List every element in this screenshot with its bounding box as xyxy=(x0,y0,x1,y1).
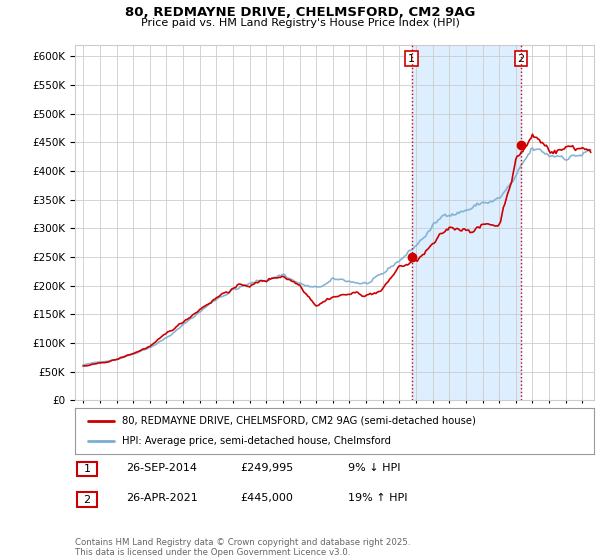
Text: 80, REDMAYNE DRIVE, CHELMSFORD, CM2 9AG: 80, REDMAYNE DRIVE, CHELMSFORD, CM2 9AG xyxy=(125,6,475,18)
Text: HPI: Average price, semi-detached house, Chelmsford: HPI: Average price, semi-detached house,… xyxy=(122,436,391,446)
Text: 2: 2 xyxy=(83,494,91,505)
Text: 1: 1 xyxy=(408,54,415,64)
Text: Price paid vs. HM Land Registry's House Price Index (HPI): Price paid vs. HM Land Registry's House … xyxy=(140,18,460,28)
Text: 80, REDMAYNE DRIVE, CHELMSFORD, CM2 9AG (semi-detached house): 80, REDMAYNE DRIVE, CHELMSFORD, CM2 9AG … xyxy=(122,416,476,426)
Text: 26-SEP-2014: 26-SEP-2014 xyxy=(126,463,197,473)
Text: 9% ↓ HPI: 9% ↓ HPI xyxy=(348,463,401,473)
Bar xyxy=(412,45,521,400)
Text: £445,000: £445,000 xyxy=(240,493,293,503)
FancyBboxPatch shape xyxy=(77,461,97,476)
Text: 19% ↑ HPI: 19% ↑ HPI xyxy=(348,493,407,503)
Text: 1: 1 xyxy=(83,464,91,474)
Text: Contains HM Land Registry data © Crown copyright and database right 2025.
This d: Contains HM Land Registry data © Crown c… xyxy=(75,538,410,557)
Text: 26-APR-2021: 26-APR-2021 xyxy=(126,493,198,503)
Text: 2: 2 xyxy=(518,54,525,64)
Text: £249,995: £249,995 xyxy=(240,463,293,473)
FancyBboxPatch shape xyxy=(77,492,97,507)
